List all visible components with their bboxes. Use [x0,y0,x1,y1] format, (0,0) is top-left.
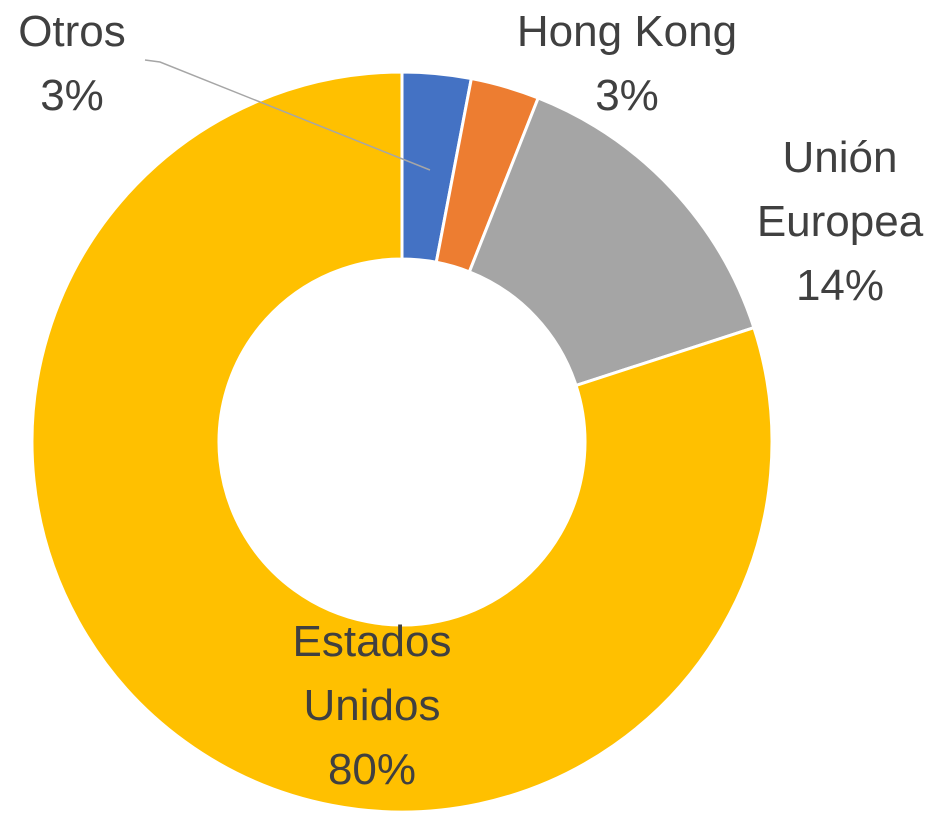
data-label: Estados Unidos 80% [262,610,482,802]
value-label: 80% [327,745,417,794]
donut-slice [30,70,774,814]
category-label: Estados Unidos [292,617,452,730]
category-label: Unión Europea [756,133,924,246]
value-label: 14% [795,261,885,310]
donut-slice [467,96,756,388]
value-label: 3% [40,71,104,120]
data-label: Hong Kong 3% [467,0,787,128]
leader-line [144,59,431,171]
data-label: Otros 3% [0,0,172,128]
category-label: Hong Kong [516,7,738,56]
value-label: 3% [595,71,659,120]
category-label: Otros [18,7,126,56]
data-label: Unión Europea 14% [740,126,938,318]
